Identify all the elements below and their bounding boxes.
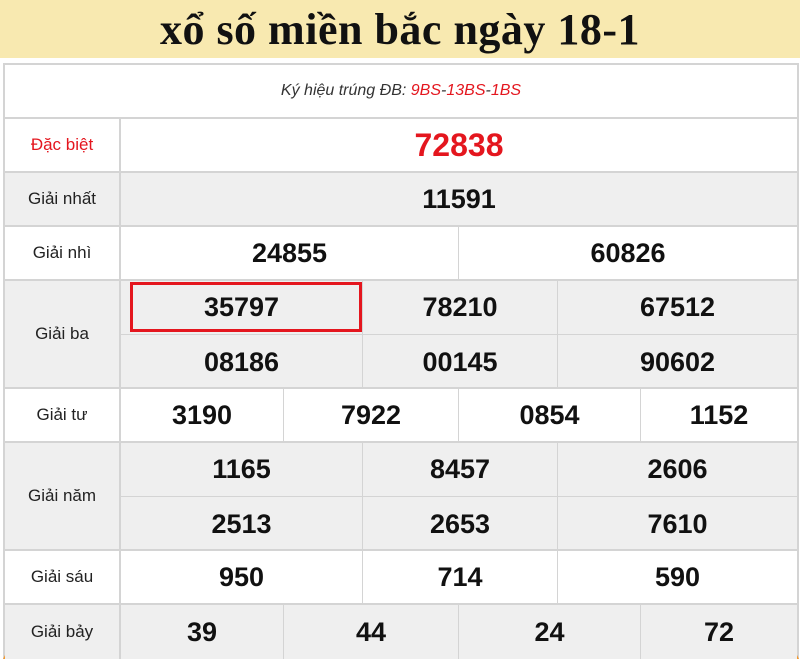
prize-number: 590 — [654, 561, 701, 592]
ky-hieu-code: 1BS — [490, 82, 522, 99]
highlight-box — [130, 282, 362, 332]
results-table: Ký hiệu trúng ĐB: 9BS - 13BS - 1BS Đặc b… — [3, 63, 799, 659]
prize-label: Giải năm — [5, 443, 121, 549]
row-giai-nam: Giải năm 1165 8457 2606 2513 2653 7610 — [5, 443, 797, 551]
prize-label: Giải nhì — [5, 227, 121, 279]
prize-number: 11591 — [422, 183, 496, 214]
prize-number: 60826 — [590, 237, 666, 268]
page-header: xổ số miền bắc ngày 18-1 — [0, 0, 800, 58]
prize-number: 44 — [284, 605, 459, 659]
prize-label: Giải nhất — [5, 173, 121, 225]
prize-number: 24855 — [121, 227, 459, 279]
prize-number: 35797 — [121, 281, 363, 334]
prize-number: 72 — [703, 616, 735, 647]
prize-number: 3190 — [121, 389, 284, 441]
ky-hieu-code: 9BS — [410, 82, 442, 99]
prize-number: 2653 — [363, 497, 558, 551]
ky-hieu-label: Ký hiệu trúng ĐB: — [280, 82, 407, 99]
ky-hieu-code: 13BS — [446, 82, 486, 99]
prize-number: 78210 — [363, 281, 558, 334]
prize-number: 7922 — [284, 389, 459, 441]
prize-number: 1165 — [121, 443, 363, 496]
prize-label: Giải bảy — [5, 605, 121, 659]
row-giai-nhat: Giải nhất 11591 — [5, 173, 797, 227]
prize-number: 1152 — [689, 399, 749, 430]
prize-number: 00145 — [363, 335, 558, 389]
prize-number: 8457 — [363, 443, 558, 496]
separator: - — [441, 82, 447, 99]
ky-hieu-row: Ký hiệu trúng ĐB: 9BS - 13BS - 1BS — [5, 65, 797, 119]
row-giai-tu: Giải tư 3190 7922 0854 1152 — [5, 389, 797, 443]
prize-number: 08186 — [121, 335, 363, 389]
prize-number: 714 — [363, 551, 558, 603]
row-giai-ba: Giải ba 35797 78210 67512 08186 00145 90… — [5, 281, 797, 389]
prize-number: 950 — [121, 551, 363, 603]
prize-label: Đặc biệt — [5, 119, 121, 171]
separator: - — [485, 82, 491, 99]
row-dac-biet: Đặc biệt 72838 — [5, 119, 797, 173]
prize-number: 39 — [121, 605, 284, 659]
row-giai-nhi: Giải nhì 24855 60826 — [5, 227, 797, 281]
prize-number: 2606 — [647, 454, 708, 484]
prize-number: 67512 — [639, 292, 716, 322]
prize-label: Giải tư — [5, 389, 121, 441]
prize-number: 24 — [459, 605, 641, 659]
page-title: xổ số miền bắc ngày 18-1 — [159, 4, 641, 54]
prize-number: 2513 — [121, 497, 363, 551]
prize-number: 90602 — [639, 346, 716, 377]
prize-number: 0854 — [459, 389, 641, 441]
special-prize-number: 72838 — [414, 126, 504, 163]
prize-number: 7610 — [647, 508, 708, 539]
prize-label: Giải ba — [5, 281, 121, 387]
prize-label: Giải sáu — [5, 551, 121, 603]
row-giai-bay: Giải bảy 39 44 24 72 — [5, 605, 797, 659]
row-giai-sau: Giải sáu 950 714 590 — [5, 551, 797, 605]
